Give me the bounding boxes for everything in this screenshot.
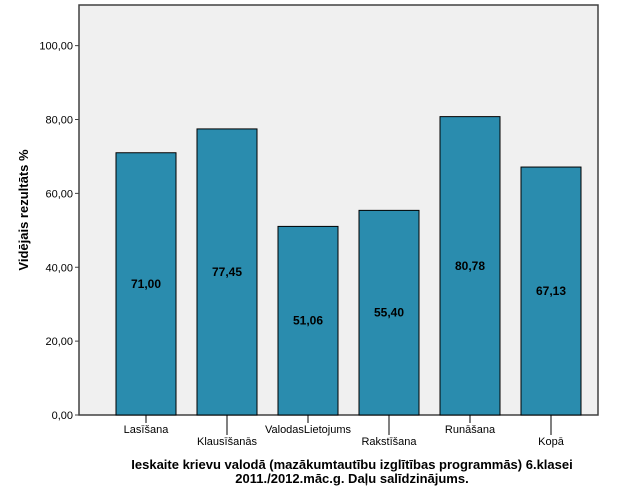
y-tick-label: 80,00 [45,115,73,127]
bar-value-label: 67,13 [536,284,566,298]
x-tick-label: Runāšana [445,424,496,436]
x-tick-label: Kopā [538,436,565,448]
x-axis: Lasīšana Klausīšanās ValodasLietojums Rakst… [124,415,565,448]
bar-value-label: 71,00 [131,277,161,291]
bars: 71,00 77,45 51,06 55,40 80,78 67,13 [115,116,582,416]
x-tick-label: Lasīšana [124,424,170,436]
y-axis-label: Vidējais rezultāts % [16,149,31,271]
x-tick-label: Klausīšanās [197,436,257,448]
bar [277,225,339,416]
x-tick-label: ValodasLietojums [265,424,352,436]
y-tick-label: 20,00 [45,336,73,348]
y-tick-label: 40,00 [45,262,73,274]
bar [115,152,177,416]
bar [439,116,501,416]
chart-title-line-2: 2011./2012.māc.g. Daļu salīdzinājums. [235,471,468,486]
chart-title-line-1: Ieskaite krievu valodā (mazākumtautību i… [131,457,572,472]
bar-value-label: 77,45 [212,265,242,279]
bar-value-label: 51,06 [293,314,323,328]
y-tick-label: 60,00 [45,188,73,200]
y-tick-label: 0,00 [52,410,73,422]
bar-value-label: 55,40 [374,306,404,320]
y-axis: 0,00 20,00 40,00 60,00 80,00 100,00 [39,41,79,422]
bar-value-label: 80,78 [455,259,485,273]
x-tick-label: Rakstīšana [361,436,417,448]
bar [196,128,258,416]
y-tick-label: 100,00 [39,41,73,53]
bar [358,209,420,416]
bar [520,166,582,416]
